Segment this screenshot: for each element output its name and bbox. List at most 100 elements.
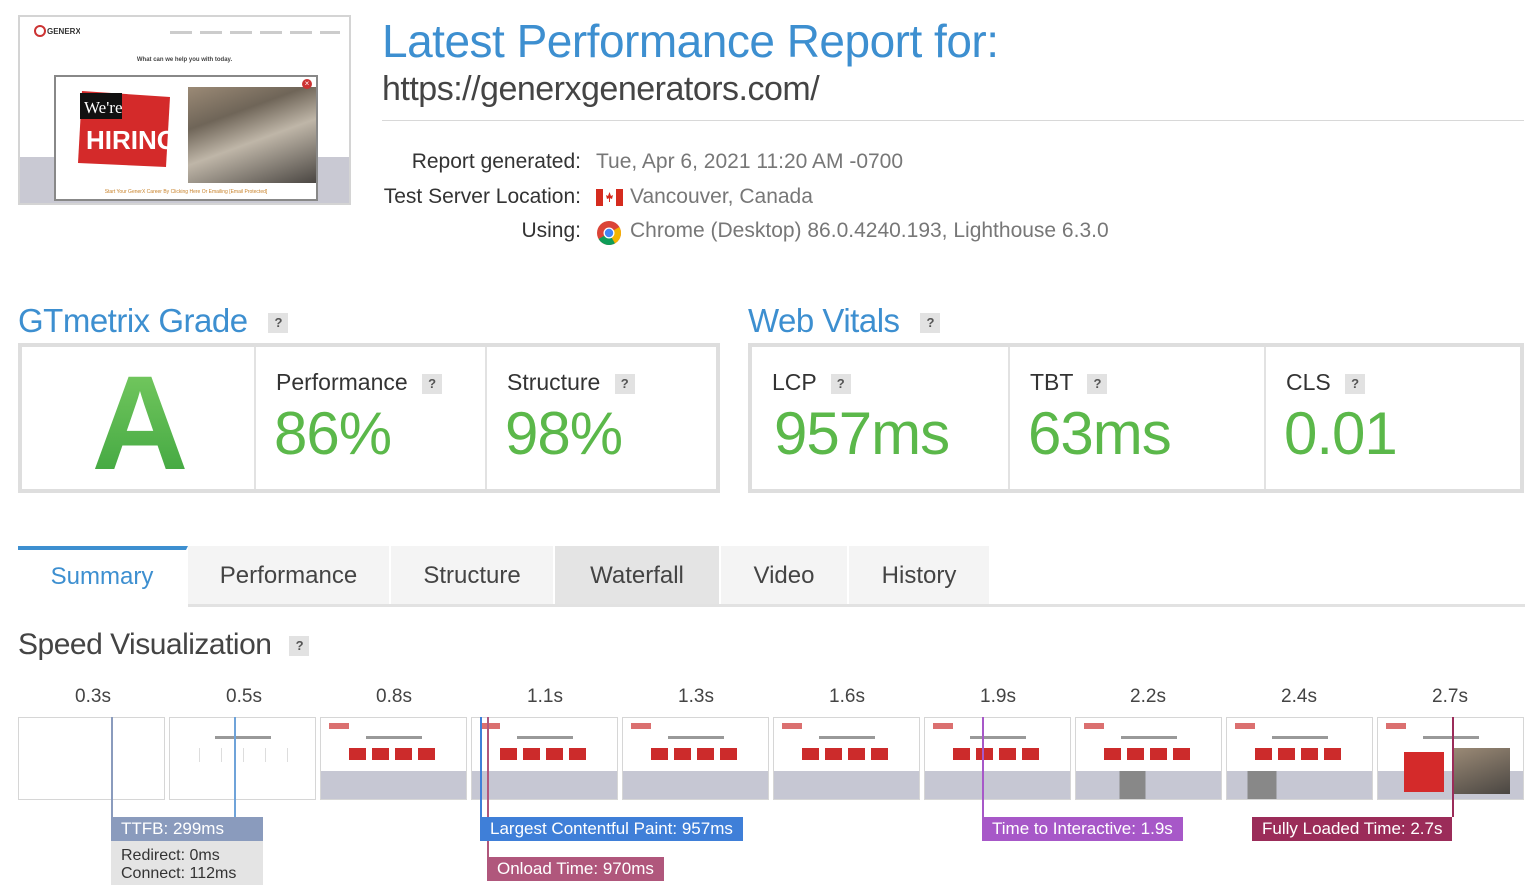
tti-marker[interactable]: Time to Interactive: 1.9s: [982, 817, 1183, 841]
lcp-value: 957ms: [774, 400, 950, 467]
filmstrip-frame[interactable]: [622, 717, 769, 800]
tab-performance[interactable]: Performance: [188, 546, 391, 604]
web-vitals-box: LCP ? 957ms TBT ? 63ms CLS ? 0.01: [748, 343, 1524, 493]
structure-value: 98%: [505, 400, 623, 467]
report-generated-value: Tue, Apr 6, 2021 11:20 AM -0700: [596, 150, 904, 173]
generator-worker-photo: [188, 87, 316, 183]
report-title: Latest Performance Report for:: [382, 15, 999, 67]
structure-cell: Structure ? 98%: [485, 347, 719, 489]
speed-visualization-title-text: Speed Visualization: [18, 628, 272, 661]
filmstrip-frame[interactable]: [1377, 717, 1524, 800]
tab-summary[interactable]: Summary: [18, 546, 188, 604]
help-icon[interactable]: ?: [1345, 373, 1366, 394]
timeline-tick: 0.3s: [75, 686, 111, 707]
using-label: Using:: [521, 219, 581, 242]
redirect-time: Redirect: 0ms: [121, 847, 220, 864]
page-screenshot-thumbnail[interactable]: GENERX What can we help you with today. …: [18, 15, 351, 205]
filmstrip-frame[interactable]: [773, 717, 920, 800]
tti-line: [982, 717, 984, 817]
structure-label: Structure ?: [507, 369, 635, 396]
filmstrip-frame[interactable]: [18, 717, 165, 800]
generx-logo: GENERX: [34, 25, 80, 37]
hiring-sign-image: We're HIRING: [78, 91, 174, 167]
filmstrip-frame[interactable]: [1226, 717, 1373, 800]
tbt-value: 63ms: [1028, 400, 1172, 467]
web-vitals-title-text: Web Vitals: [748, 302, 900, 339]
tab-history[interactable]: History: [849, 546, 991, 604]
performance-cell: Performance ? 86%: [254, 347, 486, 489]
tbt-cell: TBT ? 63ms: [1008, 347, 1266, 489]
timeline-tick: 2.4s: [1281, 686, 1317, 707]
timeline-tick: 0.8s: [376, 686, 412, 707]
onload-line: [487, 717, 489, 857]
server-location-value: Vancouver, Canada: [630, 185, 813, 208]
filmstrip-frame[interactable]: [924, 717, 1071, 800]
cls-cell: CLS ? 0.01: [1264, 347, 1522, 489]
server-location-label: Test Server Location:: [383, 185, 581, 208]
cls-value: 0.01: [1284, 400, 1398, 467]
thumbnail-cta-text: Start Your GenerX Career By Clicking Her…: [104, 189, 268, 195]
timeline-tick: 1.6s: [829, 686, 865, 707]
frame-heading: [215, 736, 271, 739]
connect-time: Connect: 112ms: [121, 865, 237, 882]
help-icon[interactable]: ?: [422, 373, 443, 394]
performance-value: 86%: [274, 400, 392, 467]
tab-waterfall[interactable]: Waterfall: [555, 546, 721, 604]
timeline-tick: 0.5s: [226, 686, 262, 707]
filmstrip-frame[interactable]: [169, 717, 316, 800]
tabs-underline: [188, 604, 1525, 607]
first-paint-line: [234, 717, 236, 817]
timeline-tick: 2.2s: [1130, 686, 1166, 707]
cls-label: CLS ?: [1286, 369, 1366, 396]
frame-placeholders: [198, 748, 288, 762]
close-icon[interactable]: ×: [302, 79, 312, 89]
gtmetrix-grade-title-text: GTmetrix Grade: [18, 302, 248, 339]
thumbnail-help-text: What can we help you with today.: [136, 57, 233, 63]
svg-text:GENERX: GENERX: [47, 27, 80, 36]
help-icon[interactable]: ?: [920, 313, 941, 334]
gtmetrix-grade-box: A Performance ? 86% Structure ? 98%: [18, 343, 720, 493]
canada-flag-icon: [596, 189, 623, 206]
filmstrip-frame[interactable]: [320, 717, 467, 800]
report-tabs: Summary Performance Structure Waterfall …: [18, 546, 1524, 608]
lcp-label: LCP ?: [772, 369, 851, 396]
grade-letter: A: [92, 369, 189, 473]
performance-label: Performance ?: [276, 369, 443, 396]
timeline-tick: 1.1s: [527, 686, 563, 707]
thumbnail-nav: [170, 31, 340, 34]
lcp-marker[interactable]: Largest Contentful Paint: 957ms: [480, 817, 743, 841]
tab-video[interactable]: Video: [721, 546, 849, 604]
onload-marker[interactable]: Onload Time: 970ms: [487, 857, 664, 881]
help-icon[interactable]: ?: [830, 373, 851, 394]
speed-visualization-title: Speed Visualization ?: [18, 628, 310, 662]
chrome-icon: [597, 221, 621, 246]
help-icon[interactable]: ?: [268, 313, 289, 334]
thumbnail-popup: We're HIRING × Start Your GenerX Career …: [54, 75, 318, 201]
tbt-label: TBT ?: [1030, 369, 1108, 396]
fully-loaded-line: [1452, 717, 1454, 817]
header-divider: [382, 120, 1524, 121]
timeline-tick: 2.7s: [1432, 686, 1468, 707]
frame-hiring-sign: [1404, 752, 1444, 792]
filmstrip-frame[interactable]: [1075, 717, 1222, 800]
filmstrip-frame[interactable]: [471, 717, 618, 800]
lcp-cell: LCP ? 957ms: [752, 347, 1008, 489]
ttfb-detail: Redirect: 0ms Connect: 112ms: [111, 841, 263, 885]
help-icon[interactable]: ?: [614, 373, 635, 394]
ttfb-line: [111, 717, 113, 817]
gtmetrix-grade-title: GTmetrix Grade ?: [18, 302, 289, 340]
help-icon[interactable]: ?: [289, 636, 310, 657]
svg-text:A: A: [92, 369, 189, 473]
lcp-line: [480, 717, 482, 817]
tab-structure[interactable]: Structure: [391, 546, 555, 604]
report-generated-label: Report generated:: [411, 150, 581, 173]
web-vitals-title: Web Vitals ?: [748, 302, 941, 340]
fully-loaded-marker[interactable]: Fully Loaded Time: 2.7s: [1252, 817, 1453, 841]
frame-photo: [1452, 748, 1510, 794]
report-url[interactable]: https://generxgenerators.com/: [382, 70, 820, 108]
timeline-tick: 1.9s: [980, 686, 1016, 707]
using-value: Chrome (Desktop) 86.0.4240.193, Lighthou…: [630, 219, 1109, 242]
ttfb-marker[interactable]: TTFB: 299ms: [111, 817, 263, 841]
svg-text:We're: We're: [84, 98, 123, 117]
help-icon[interactable]: ?: [1087, 373, 1108, 394]
